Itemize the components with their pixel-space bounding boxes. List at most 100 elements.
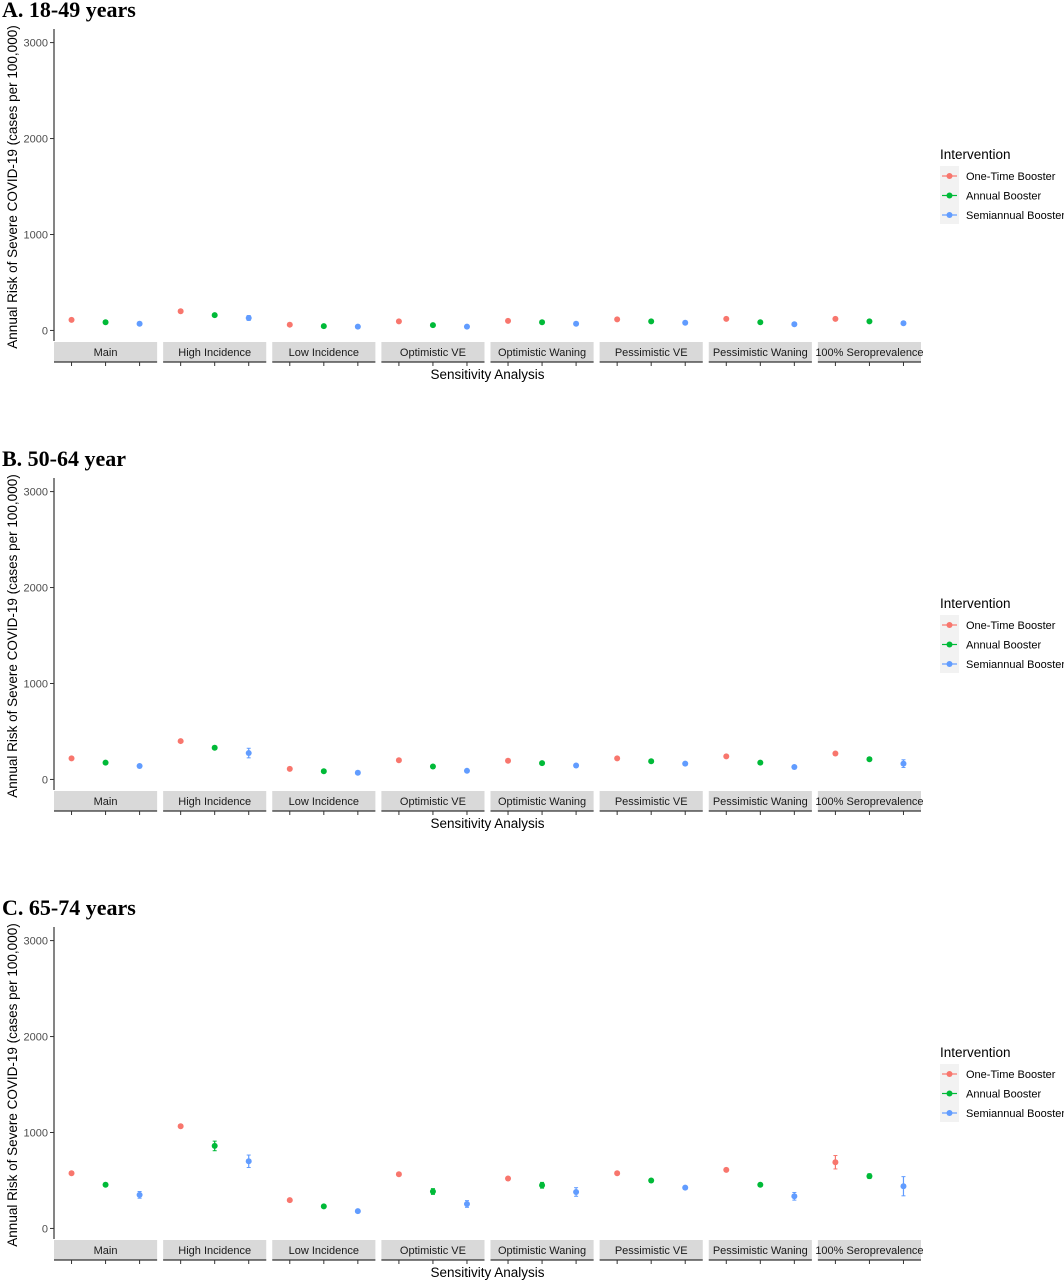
facet-strip-label: Pessimistic Waning xyxy=(713,347,808,359)
facet-5: Pessimistic VE xyxy=(599,316,703,366)
facet-strip-label: Optimistic VE xyxy=(400,1245,466,1257)
facet-strip-label: Low Incidence xyxy=(289,1245,359,1257)
facet-4: Optimistic Waning xyxy=(490,757,594,815)
data-point xyxy=(211,1142,218,1149)
y-tick-label: 3000 xyxy=(24,487,48,499)
data-point xyxy=(505,757,512,764)
panel-title: A. 18-49 years xyxy=(2,0,136,22)
data-point xyxy=(429,763,436,770)
y-tick-label: 0 xyxy=(42,1223,48,1235)
facet-strip-label: High Incidence xyxy=(178,796,251,808)
y-axis-title: Annual Risk of Severe COVID-19 (cases pe… xyxy=(5,25,20,348)
facet-strip xyxy=(272,342,376,362)
data-point xyxy=(395,318,402,325)
x-axis-title: Sensitivity Analysis xyxy=(430,1265,544,1280)
facet-7: 100% Seroprevalence xyxy=(815,315,924,366)
facet-0: Main xyxy=(54,316,158,366)
data-point xyxy=(791,1193,798,1200)
data-point xyxy=(429,1188,436,1195)
facet-strip-label: Pessimistic VE xyxy=(615,796,688,808)
data-point xyxy=(573,320,580,327)
x-axis-title: Sensitivity Analysis xyxy=(430,816,544,831)
legend-label: Annual Booster xyxy=(966,191,1042,203)
data-point xyxy=(286,765,293,772)
facet-strip xyxy=(381,1240,485,1260)
facet-strip-label: Optimistic Waning xyxy=(498,347,586,359)
facet-6: Pessimistic Waning xyxy=(708,753,812,815)
data-point xyxy=(791,763,798,770)
facet-2: Low Incidence xyxy=(272,765,376,815)
facet-7: 100% Seroprevalence xyxy=(815,1155,924,1264)
facet-strip xyxy=(163,342,267,362)
data-point xyxy=(505,1175,512,1182)
legend-key-point xyxy=(946,173,953,179)
data-point xyxy=(866,318,873,325)
data-point xyxy=(505,317,512,324)
legend-key-point xyxy=(946,1090,953,1097)
data-point xyxy=(68,316,75,323)
facet-2: Low Incidence xyxy=(272,321,376,366)
panel-title: B. 50-64 year xyxy=(2,446,126,471)
data-point xyxy=(682,1184,689,1191)
facet-strip-label: 100% Seroprevalence xyxy=(815,347,923,359)
data-point xyxy=(866,756,873,763)
legend-key-point xyxy=(946,622,953,628)
facet-0: Main xyxy=(54,755,158,815)
y-tick-label: 2000 xyxy=(24,1032,48,1044)
data-point xyxy=(136,320,143,327)
facet-strip xyxy=(599,342,703,362)
data-point xyxy=(245,750,252,757)
legend: Intervention One-Time Booster Annual Boost… xyxy=(940,147,1064,224)
legend-key-point xyxy=(946,1110,953,1116)
y-tick-label: 1000 xyxy=(24,229,48,241)
data-point xyxy=(900,1183,907,1190)
facet-strip xyxy=(817,791,921,811)
facet-strip xyxy=(54,1240,158,1260)
data-point xyxy=(539,760,546,767)
legend-key-point xyxy=(946,1071,953,1077)
data-point xyxy=(320,323,327,330)
facet-strip-label: Pessimistic VE xyxy=(615,1245,688,1257)
y-tick-label: 0 xyxy=(42,774,48,786)
facet-4: Optimistic Waning xyxy=(490,317,594,366)
legend-title: Intervention xyxy=(940,147,1011,162)
facet-strip-label: 100% Seroprevalence xyxy=(815,796,923,808)
facet-1: High Incidence xyxy=(163,308,267,366)
facet-strip-label: Pessimistic Waning xyxy=(713,1245,808,1257)
y-axis-title: Annual Risk of Severe COVID-19 (cases pe… xyxy=(5,474,20,797)
data-point xyxy=(211,312,218,319)
y-axis-title: Annual Risk of Severe COVID-19 (cases pe… xyxy=(5,923,20,1246)
facet-strip xyxy=(817,1240,921,1260)
legend-key-point xyxy=(946,212,953,218)
facet-6: Pessimistic Waning xyxy=(708,1166,812,1264)
facet-strip xyxy=(490,791,594,811)
chart-panel-1: A. 18-49 years 0 1000 2000 3000 Annual Risk o… xyxy=(2,0,1064,382)
facet-strip-label: Low Incidence xyxy=(289,796,359,808)
facet-strip-label: Low Incidence xyxy=(289,347,359,359)
facet-strip-label: Optimistic VE xyxy=(400,347,466,359)
data-point xyxy=(354,769,361,776)
data-point xyxy=(354,1208,361,1215)
data-point xyxy=(354,323,361,330)
y-tick-label: 2000 xyxy=(24,583,48,595)
facet-strip xyxy=(599,791,703,811)
legend-key-point xyxy=(946,192,953,199)
data-point xyxy=(429,322,436,329)
data-point xyxy=(682,319,689,326)
data-point xyxy=(177,1123,184,1130)
y-tick-label: 1000 xyxy=(24,678,48,690)
facet-strip xyxy=(163,791,267,811)
data-point xyxy=(573,1188,580,1195)
legend: Intervention One-Time Booster Annual Boost… xyxy=(940,596,1064,673)
data-point xyxy=(68,755,75,762)
facet-strip-label: 100% Seroprevalence xyxy=(815,1245,923,1257)
data-point xyxy=(136,1191,143,1198)
facet-strip xyxy=(272,791,376,811)
legend-key-point xyxy=(946,641,953,648)
legend-title: Intervention xyxy=(940,596,1011,611)
facet-4: Optimistic Waning xyxy=(490,1175,594,1264)
legend-title: Intervention xyxy=(940,1045,1011,1060)
data-point xyxy=(245,314,252,321)
data-point xyxy=(723,315,730,322)
data-point xyxy=(723,753,730,760)
